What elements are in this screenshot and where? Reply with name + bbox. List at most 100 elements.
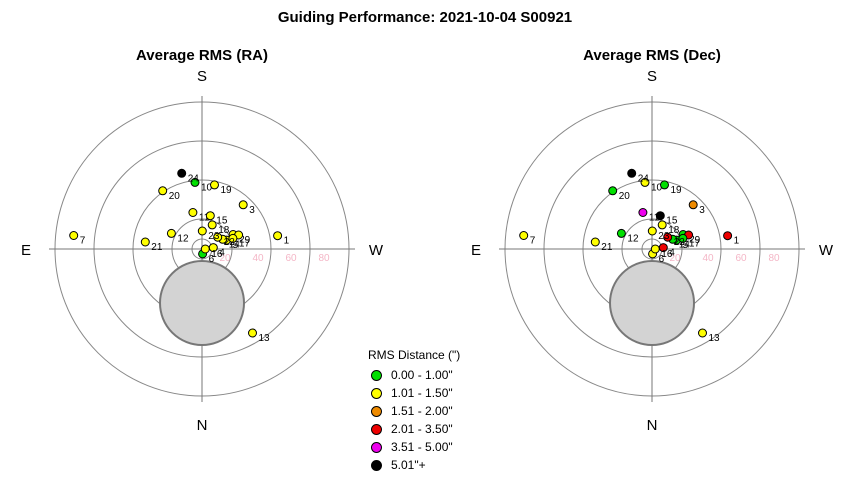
data-point-label: 5 bbox=[683, 240, 689, 251]
data-point bbox=[608, 186, 618, 196]
data-point-label: 11 bbox=[649, 213, 660, 224]
data-point bbox=[273, 231, 283, 241]
data-point-label: 12 bbox=[177, 233, 189, 244]
data-point bbox=[678, 233, 688, 243]
data-point bbox=[650, 244, 660, 254]
data-point-label: 7 bbox=[530, 236, 536, 247]
data-point-label: 3 bbox=[249, 205, 255, 216]
data-point bbox=[519, 231, 529, 240]
data-point bbox=[647, 226, 657, 236]
data-point-label: 12 bbox=[627, 233, 639, 244]
data-point-label: 21 bbox=[151, 242, 163, 253]
data-point bbox=[655, 211, 665, 221]
data-point-label: 13 bbox=[259, 333, 271, 344]
legend-item: 1.51 - 2.00" bbox=[368, 402, 460, 420]
data-point bbox=[177, 168, 187, 178]
data-point-label: 13 bbox=[709, 333, 721, 344]
legend-label: 0.00 - 1.00" bbox=[391, 368, 453, 382]
data-point-label: 17 bbox=[239, 238, 251, 249]
data-point bbox=[158, 186, 168, 196]
legend-item: 1.01 - 1.50" bbox=[368, 384, 460, 402]
legend-swatch-icon bbox=[371, 459, 382, 471]
data-point bbox=[188, 208, 198, 217]
data-point-label: 16 bbox=[661, 249, 673, 260]
data-point-label: 10 bbox=[651, 182, 663, 193]
data-point bbox=[238, 200, 248, 210]
legend-label: 2.01 - 3.50" bbox=[391, 422, 453, 436]
data-point bbox=[200, 244, 210, 254]
cardinal-label: S bbox=[647, 68, 657, 85]
data-point-label: 2 bbox=[239, 235, 245, 246]
legend-item: 2.01 - 3.50" bbox=[368, 420, 460, 438]
data-point-label: 20 bbox=[619, 191, 631, 202]
data-point-label: 6 bbox=[659, 254, 665, 265]
data-point-label: 21 bbox=[601, 242, 613, 253]
data-point bbox=[698, 328, 707, 338]
data-point-label: 1 bbox=[284, 236, 290, 247]
data-point-label: 6 bbox=[209, 254, 215, 265]
legend-item: 5.01"+ bbox=[368, 456, 460, 474]
radial-tick-label: 80 bbox=[768, 253, 780, 264]
radial-tick-label: 40 bbox=[252, 253, 264, 264]
data-point bbox=[210, 180, 219, 190]
radial-tick-label: 80 bbox=[318, 253, 330, 264]
chart-main-title: Guiding Performance: 2021-10-04 S00921 bbox=[277, 9, 573, 26]
legend: RMS Distance (") 0.00 - 1.00" 1.01 - 1.5… bbox=[368, 348, 460, 474]
cardinal-label: E bbox=[21, 242, 31, 259]
data-point bbox=[638, 208, 648, 217]
data-point-label: 10 bbox=[201, 182, 213, 193]
data-point bbox=[723, 231, 733, 241]
data-point-label: 9 bbox=[245, 235, 251, 246]
data-point-label: 24 bbox=[188, 173, 200, 184]
data-point-label: 18 bbox=[218, 225, 230, 236]
data-point-label: 23 bbox=[208, 231, 220, 242]
data-point-label: 1 bbox=[734, 236, 740, 247]
plot-title: Average RMS (RA) bbox=[136, 47, 268, 64]
legend-swatch-icon bbox=[371, 441, 382, 453]
data-point-label: 4 bbox=[219, 248, 225, 259]
legend-swatch-icon bbox=[371, 387, 382, 399]
cardinal-label: W bbox=[819, 242, 834, 259]
data-point-label: 14 bbox=[679, 239, 691, 250]
data-point-label: 3 bbox=[699, 205, 705, 216]
cardinal-label: N bbox=[197, 417, 208, 434]
data-point-label: 7 bbox=[80, 236, 86, 247]
data-point bbox=[660, 180, 669, 190]
radial-tick-label: 60 bbox=[285, 253, 297, 264]
radial-tick-label: 20 bbox=[219, 253, 231, 264]
plot-title: Average RMS (Dec) bbox=[583, 47, 721, 64]
cardinal-label: W bbox=[369, 242, 384, 259]
legend-swatch-icon bbox=[371, 369, 382, 381]
cardinal-label: S bbox=[197, 68, 207, 85]
data-point-label: 22 bbox=[224, 237, 236, 248]
data-point bbox=[207, 220, 217, 230]
data-point-label: 24 bbox=[638, 173, 650, 184]
legend-label: 1.01 - 1.50" bbox=[391, 386, 453, 400]
data-point-label: 15 bbox=[666, 216, 678, 227]
data-point bbox=[197, 226, 207, 236]
radial-tick-label: 40 bbox=[702, 253, 714, 264]
data-point-label: 18 bbox=[668, 225, 680, 236]
data-point bbox=[663, 232, 673, 242]
data-point-label: 19 bbox=[221, 185, 233, 196]
legend-swatch-icon bbox=[371, 423, 382, 435]
data-point bbox=[166, 228, 176, 238]
data-point-label: 17 bbox=[689, 238, 701, 249]
data-point bbox=[688, 200, 698, 210]
data-point-label: 22 bbox=[674, 237, 686, 248]
legend-label: 1.51 - 2.00" bbox=[391, 404, 453, 418]
legend-swatch-icon bbox=[371, 405, 382, 417]
cardinal-label: N bbox=[647, 417, 658, 434]
legend-label: 5.01"+ bbox=[391, 458, 426, 472]
data-point-label: 23 bbox=[658, 231, 670, 242]
data-point-label: 16 bbox=[211, 249, 223, 260]
data-point bbox=[248, 328, 257, 338]
cardinal-label: E bbox=[471, 242, 481, 259]
data-point bbox=[590, 237, 600, 247]
data-point bbox=[213, 232, 223, 242]
legend-title: RMS Distance (") bbox=[368, 348, 461, 362]
legend-item: 3.51 - 5.00" bbox=[368, 438, 460, 456]
